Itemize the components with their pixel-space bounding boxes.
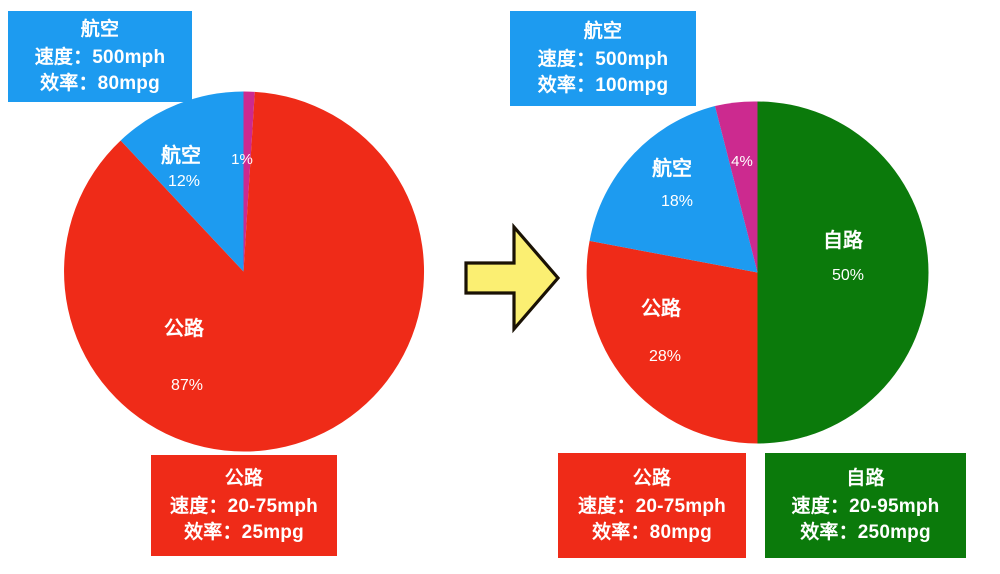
- info-card-speed: 速度：20-75mph: [578, 496, 726, 518]
- info-card-air-after: 航空 速度：500mph 效率：100mpg: [510, 11, 696, 106]
- pie-left-road-label: 公路: [164, 316, 205, 340]
- pie-right-other-percent: 4%: [731, 153, 753, 170]
- info-card-efficiency: 效率：80mpg: [592, 521, 712, 543]
- info-card-speed: 速度：20-95mph: [791, 496, 940, 518]
- transition-arrow: [462, 221, 562, 335]
- pie-right-road-percent: 28%: [649, 348, 681, 365]
- pie-left-air-percent: 12%: [168, 173, 200, 190]
- info-card-speed: 速度：20-75mph: [170, 496, 318, 518]
- pie-slice-air: [120, 91, 244, 272]
- pie-slice-other: [243, 91, 255, 272]
- pie-slice-other: [714, 101, 758, 273]
- info-card-title: 公路: [224, 468, 264, 490]
- info-card-title: 自路: [846, 468, 885, 490]
- pie-right-air-label: 航空: [652, 156, 692, 180]
- info-card-title: 公路: [632, 468, 672, 490]
- info-card-road-after: 公路 速度：20-75mph 效率：80mpg: [558, 453, 746, 558]
- pie-left-air-label: 航空: [161, 143, 201, 167]
- info-card-efficiency: 效率：250mpg: [800, 521, 931, 543]
- pie-chart-before: 航空 12% 公路 87% 1%: [62, 90, 425, 453]
- info-card-title: 航空: [583, 21, 623, 43]
- info-card-title: 航空: [80, 19, 120, 41]
- pie-right-road-label: 公路: [641, 296, 682, 320]
- pie-left-other-percent: 1%: [231, 151, 253, 168]
- pie-slice-road: [586, 240, 758, 444]
- info-card-efficiency: 效率：100mpg: [537, 74, 669, 96]
- pie-right-self-percent: 50%: [832, 267, 864, 284]
- info-card-speed: 速度：500mph: [34, 47, 166, 69]
- info-card-road-before: 公路 速度：20-75mph 效率：25mpg: [151, 455, 337, 556]
- info-card-efficiency: 效率：80mpg: [40, 72, 160, 94]
- right-arrow-icon: [464, 222, 561, 334]
- pie-chart-after: 航空 18% 公路 28% 自路 50% 4%: [585, 100, 930, 445]
- pie-left-road-percent: 87%: [171, 377, 203, 394]
- pie-slice-self: [757, 101, 929, 444]
- pie-slice-air: [589, 106, 758, 273]
- info-card-speed: 速度：500mph: [537, 49, 669, 71]
- info-card-efficiency: 效率：25mpg: [184, 521, 304, 543]
- info-card-self-after: 自路 速度：20-95mph 效率：250mpg: [765, 453, 966, 558]
- pie-slice-road: [64, 91, 425, 452]
- pie-right-air-percent: 18%: [661, 193, 693, 210]
- pie-right-self-label: 自路: [823, 228, 864, 252]
- info-card-air-before: 航空 速度：500mph 效率：80mpg: [8, 11, 192, 102]
